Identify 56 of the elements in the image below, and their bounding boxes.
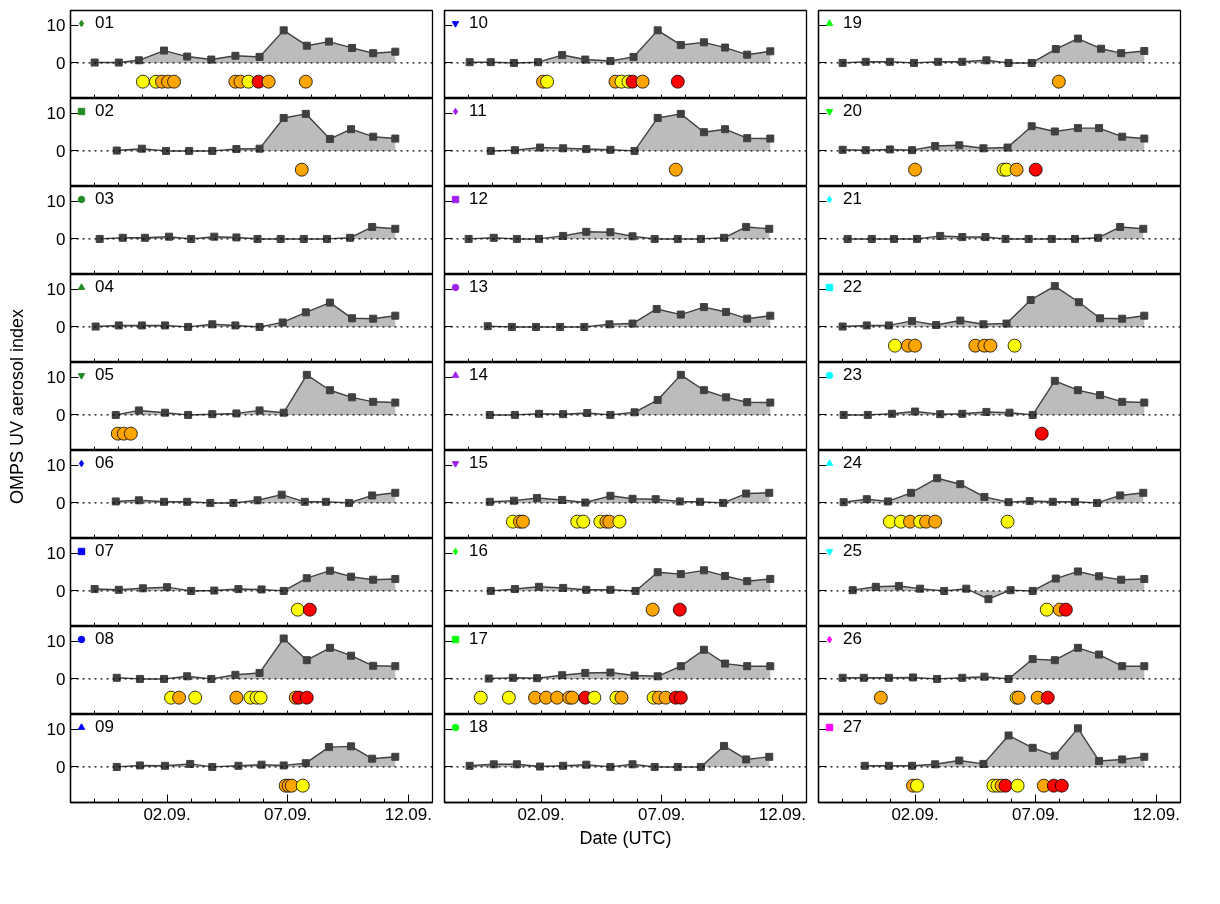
x-tick-label: 02.09. xyxy=(143,804,191,824)
y-tick-label: 10 xyxy=(46,456,66,476)
legend-label: 03 xyxy=(95,189,115,209)
legend-label: 22 xyxy=(843,277,863,297)
legend-label: 23 xyxy=(843,365,863,385)
y-tick-label: 0 xyxy=(56,405,66,425)
x-tick-label: 02.09. xyxy=(891,804,939,824)
legend-label: 25 xyxy=(843,541,863,561)
legend-label: 08 xyxy=(95,629,115,649)
x-tick-label: 12.09. xyxy=(1132,804,1180,824)
legend-label: 02 xyxy=(95,101,115,121)
x-tick-label: 12.09. xyxy=(384,804,432,824)
y-tick-label: 10 xyxy=(46,16,66,36)
y-tick-label: 0 xyxy=(56,53,66,73)
x-tick-label: 07.09. xyxy=(1012,804,1060,824)
x-tick-label: 02.09. xyxy=(517,804,565,824)
legend-label: 26 xyxy=(843,629,863,649)
x-axis-title: Date (UTC) xyxy=(579,827,672,848)
y-tick-label: 0 xyxy=(56,141,66,161)
y-axis-title: OMPS UV aerosol index xyxy=(7,308,27,505)
y-tick-label: 10 xyxy=(46,192,66,212)
legend-label: 04 xyxy=(95,277,115,297)
y-tick-label: 0 xyxy=(56,493,66,513)
legend-label: 17 xyxy=(469,629,489,649)
legend-label: 13 xyxy=(469,277,489,297)
y-tick-label: 10 xyxy=(46,280,66,300)
legend-label: 14 xyxy=(469,365,489,385)
legend-label: 06 xyxy=(95,453,115,473)
legend-label: 16 xyxy=(469,541,489,561)
y-tick-label: 0 xyxy=(56,317,66,337)
y-tick-label: 0 xyxy=(56,229,66,249)
legend-label: 15 xyxy=(469,453,489,473)
legend-label: 01 xyxy=(95,13,115,33)
legend-label: 24 xyxy=(843,453,863,473)
y-tick-label: 10 xyxy=(46,368,66,388)
y-tick-label: 0 xyxy=(56,757,66,777)
legend-label: 19 xyxy=(843,13,863,33)
x-tick-label: 07.09. xyxy=(638,804,686,824)
y-tick-label: 10 xyxy=(46,720,66,740)
y-tick-label: 10 xyxy=(46,632,66,652)
legend-label: 27 xyxy=(843,717,863,737)
x-tick-label: 12.09. xyxy=(758,804,806,824)
y-tick-label: 0 xyxy=(56,581,66,601)
legend-label: 21 xyxy=(843,189,863,209)
legend-label: 18 xyxy=(469,717,489,737)
y-tick-label: 0 xyxy=(56,669,66,689)
legend-label: 09 xyxy=(95,717,115,737)
y-tick-label: 10 xyxy=(46,104,66,124)
legend-label: 10 xyxy=(469,13,489,33)
legend-label: 11 xyxy=(469,101,488,121)
legend-label: 05 xyxy=(95,365,115,385)
legend-label: 12 xyxy=(469,189,489,209)
legend-label: 07 xyxy=(95,541,115,561)
x-tick-label: 07.09. xyxy=(264,804,312,824)
legend-label: 20 xyxy=(843,101,863,121)
y-tick-label: 10 xyxy=(46,544,66,564)
